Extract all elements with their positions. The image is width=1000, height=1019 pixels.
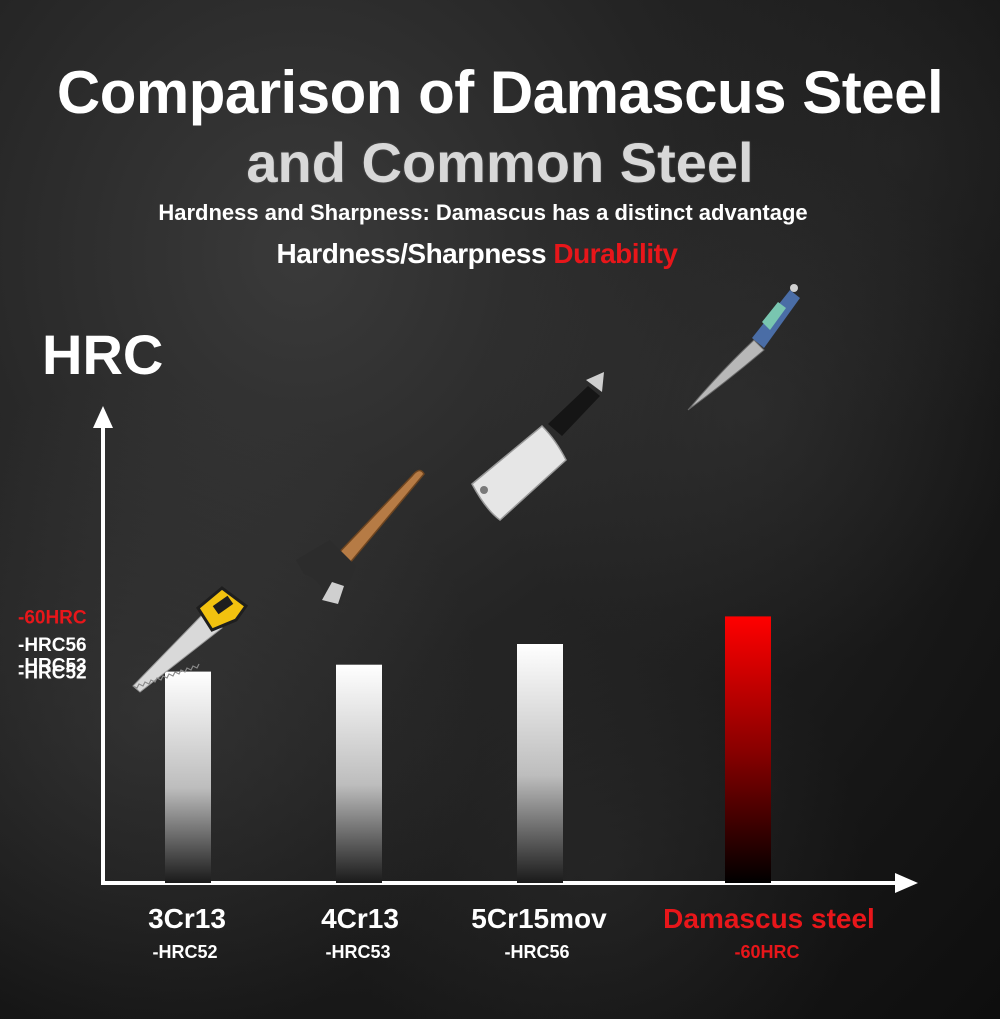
- value-label: -HRC56: [504, 942, 569, 962]
- tagline-durability: Durability: [553, 238, 678, 269]
- y-tick-label: -60HRC: [18, 607, 87, 628]
- y-axis-label: HRC: [42, 323, 164, 386]
- value-label: -60HRC: [734, 942, 799, 962]
- category-label: 3Cr13: [148, 903, 226, 934]
- y-tick-label: -HRC56: [18, 635, 87, 656]
- cleaver-icon: [471, 372, 604, 521]
- bar-damascus-steel: [725, 616, 771, 883]
- x-axis-arrow-icon: [895, 873, 918, 893]
- subtitle: Hardness and Sharpness: Damascus has a d…: [158, 200, 808, 225]
- tagline-hardness: Hardness/Sharpness: [276, 238, 547, 269]
- page-title-line1: Comparison of Damascus Steel: [56, 59, 944, 126]
- damascus-knife-icon: [687, 284, 800, 411]
- value-label: -HRC53: [325, 942, 390, 962]
- bar-3cr13: [165, 671, 211, 883]
- y-axis-arrow-icon: [93, 406, 113, 428]
- y-tick-label: -HRC53: [18, 656, 87, 677]
- y-tick-label: -HRC52: [18, 663, 87, 684]
- category-label: 5Cr15mov: [471, 903, 607, 934]
- category-label: 4Cr13: [321, 903, 399, 934]
- page-title-line2: and Common Steel: [246, 131, 754, 194]
- category-label: Damascus steel: [663, 903, 875, 934]
- bar-5cr15mov: [517, 644, 563, 883]
- tagline: Hardness/Sharpness Durability: [0, 238, 954, 270]
- axe-icon: [296, 469, 425, 606]
- bar-4cr13: [336, 664, 382, 883]
- value-label: -HRC52: [152, 942, 217, 962]
- saw-icon: [132, 586, 249, 693]
